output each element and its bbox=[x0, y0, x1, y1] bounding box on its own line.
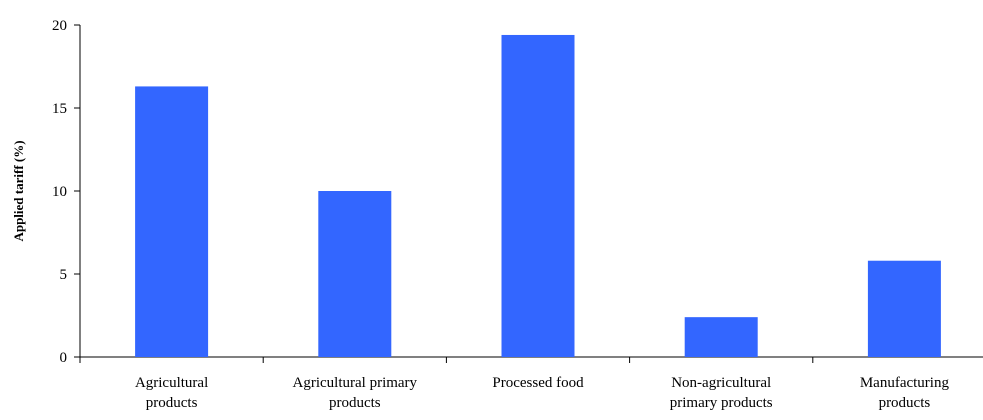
bar bbox=[685, 317, 758, 357]
x-category-label: Manufacturing bbox=[860, 375, 950, 391]
x-category-label: Processed food bbox=[492, 375, 584, 391]
x-category-label: products bbox=[329, 395, 381, 411]
bar bbox=[318, 191, 391, 357]
y-tick-label: 20 bbox=[52, 18, 67, 34]
y-axis-title: Applied tariff (%) bbox=[11, 140, 26, 241]
x-category-label: primary products bbox=[670, 395, 773, 411]
x-category-label: products bbox=[879, 395, 931, 411]
x-category-label: Agricultural bbox=[135, 375, 208, 391]
y-tick-label: 0 bbox=[60, 350, 68, 366]
y-tick-label: 10 bbox=[52, 184, 67, 200]
plot-area: 0 5 10 15 20 Agricultural products Agricultural… bbox=[52, 18, 983, 411]
x-category-label: Agricultural primary bbox=[293, 375, 418, 391]
y-tick-label: 5 bbox=[60, 267, 68, 283]
bar bbox=[502, 35, 575, 357]
y-tick-label: 15 bbox=[52, 101, 67, 117]
x-category-label: products bbox=[146, 395, 198, 411]
x-category-label: Non-agricultural bbox=[671, 375, 771, 391]
bar bbox=[135, 86, 208, 357]
bar bbox=[868, 261, 941, 357]
